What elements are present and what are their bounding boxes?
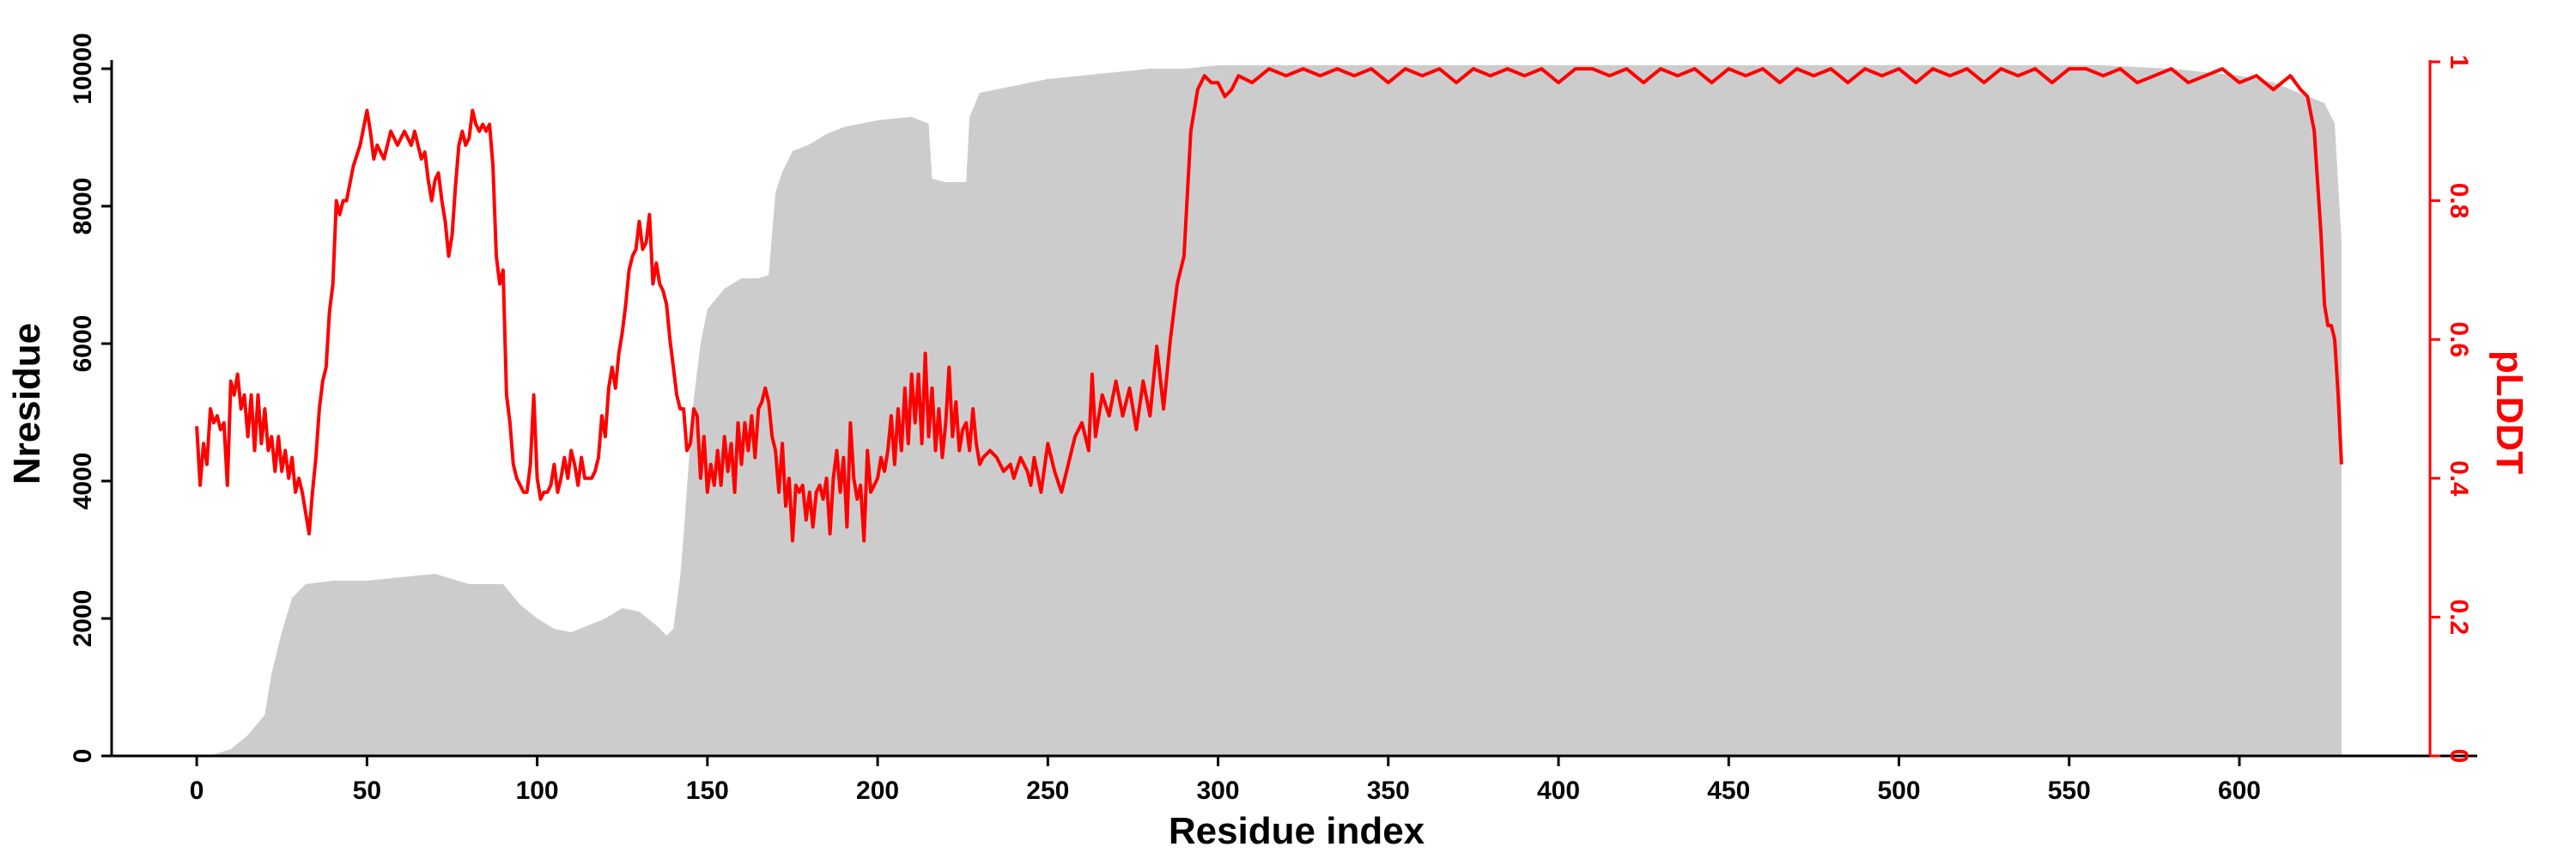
axes-layer: 0 50 100 150 200 250 300 350 400 450 500 550 6000200… <box>69 33 2477 805</box>
x-axis-title: Residue index <box>1169 810 1425 852</box>
y-left-tick-label: 10000 <box>69 33 97 104</box>
nresidue-area <box>197 65 2342 756</box>
x-tick-label: 150 <box>686 777 729 805</box>
x-tick-label: 400 <box>1537 777 1580 805</box>
y-left-tick-label: 2000 <box>69 590 97 648</box>
y-right-tick-label: 0 <box>2445 749 2473 764</box>
y-axis-right-title: pLDDT <box>2488 350 2530 474</box>
y-right-tick-label: 0.6 <box>2445 321 2473 357</box>
y-left-tick-label: 6000 <box>69 315 97 373</box>
x-tick-label: 350 <box>1367 777 1410 805</box>
x-tick-label: 250 <box>1026 777 1069 805</box>
y-right-tick-label: 0.8 <box>2445 183 2473 219</box>
x-tick-label: 600 <box>2218 777 2261 805</box>
x-tick-label: 450 <box>1707 777 1750 805</box>
nresidue-area-layer <box>197 65 2342 756</box>
x-tick-label: 100 <box>516 777 559 805</box>
y-left-tick-label: 4000 <box>69 453 97 510</box>
y-right-tick-label: 0.2 <box>2445 600 2473 636</box>
y-axis-left-title: Nresidue <box>6 323 48 484</box>
x-tick-label: 50 <box>353 777 381 805</box>
y-right-tick-label: 0.4 <box>2445 460 2473 497</box>
y-right-tick-label: 1 <box>2445 55 2473 70</box>
x-tick-label: 550 <box>2048 777 2091 805</box>
x-tick-label: 500 <box>1877 777 1920 805</box>
plddt-line <box>195 67 2343 543</box>
x-tick-label: 0 <box>190 777 204 805</box>
y-left-tick-label: 8000 <box>69 178 97 235</box>
y-left-tick-label: 0 <box>69 749 97 764</box>
plddt-line-layer <box>195 67 2343 543</box>
x-tick-label: 200 <box>856 777 899 805</box>
x-tick-label: 300 <box>1197 777 1240 805</box>
